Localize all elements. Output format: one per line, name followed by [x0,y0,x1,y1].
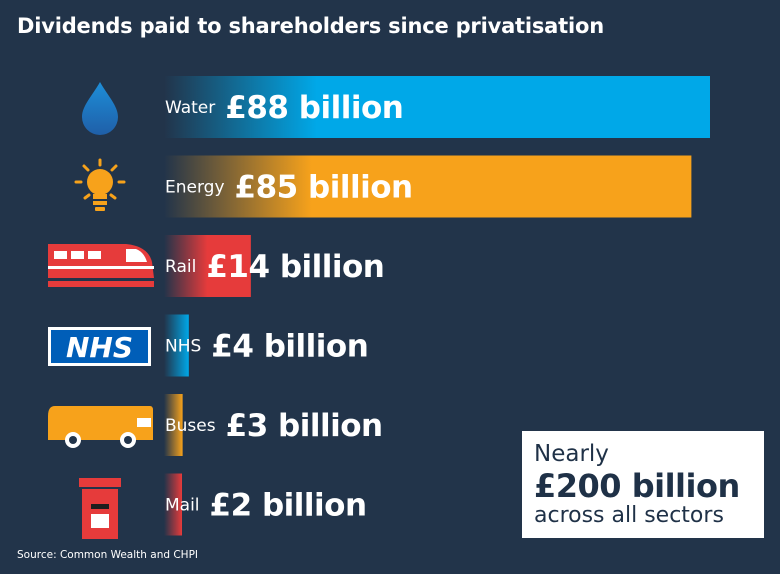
callout-line2: £200 billion [534,467,740,505]
value-label: £2 billion [210,488,367,524]
category-label: Energy [165,178,225,198]
lightbulb-icon [74,158,126,211]
value-label: £88 billion [225,90,403,126]
category-label: Water [165,98,215,118]
category-label: Mail [165,496,200,516]
bar-mail [164,473,182,536]
bar-buses [164,394,183,456]
bar-rail [164,235,251,297]
water-drop-icon [82,82,118,135]
bus-icon [48,406,153,448]
chart-title: Dividends paid to shareholders since pri… [17,14,604,38]
callout-line1: Nearly [534,441,609,467]
postbox-icon [79,478,121,539]
category-label: Rail [165,257,196,277]
train-icon [48,244,154,287]
value-label: £4 billion [211,329,368,365]
callout-line3: across all sectors [534,503,724,528]
bar-energy [164,155,692,218]
value-label: £3 billion [226,408,383,444]
value-label: £85 billion [235,170,413,206]
bar-water [164,76,710,138]
bar-nhs [164,314,189,377]
value-label: £14 billion [206,249,384,285]
category-label: NHS [165,337,201,357]
category-label: Buses [165,416,216,436]
source-note: Source: Common Wealth and CHPI [17,549,199,561]
nhs-logo-icon: NHS [48,327,151,366]
total-callout: Nearly £200 billion across all sectors [522,431,764,538]
svg-text:NHS: NHS [66,331,133,364]
